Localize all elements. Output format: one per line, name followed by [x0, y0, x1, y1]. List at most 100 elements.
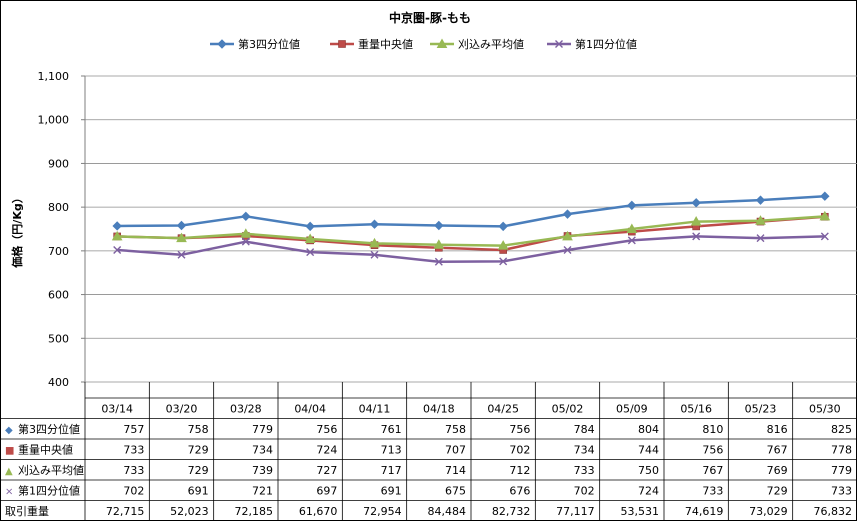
- data-point: [692, 232, 701, 241]
- data-label: 825: [831, 423, 852, 436]
- data-label: 724: [638, 484, 659, 497]
- data-label: 675: [445, 484, 466, 497]
- data-point: [176, 232, 187, 243]
- legend-marker: [436, 38, 448, 48]
- data-label: 733: [702, 484, 723, 497]
- x-tick-label: 04/25: [487, 402, 519, 415]
- data-point: [241, 211, 251, 222]
- data-label: 779: [831, 464, 852, 477]
- chart-title: 中京圏-豚-もも: [389, 10, 471, 25]
- volume-value: 84,484: [428, 505, 467, 518]
- data-label: 729: [188, 464, 209, 477]
- series-line: [117, 215, 825, 252]
- data-point: [562, 230, 573, 241]
- row-label: 取引重量: [5, 504, 49, 518]
- legend-label: 第3四分位値: [238, 37, 300, 51]
- y-tick-label: 500: [48, 332, 69, 345]
- data-point: [304, 233, 316, 244]
- data-label: 733: [123, 443, 144, 456]
- data-label: 734: [574, 443, 595, 456]
- volume-value: 72,185: [235, 505, 274, 518]
- data-label: 713: [381, 443, 402, 456]
- data-label: 734: [252, 443, 273, 456]
- data-point: [498, 221, 508, 232]
- series-line: [117, 235, 825, 264]
- data-label: 756: [316, 423, 337, 436]
- data-label: 757: [123, 423, 144, 436]
- x-tick-label: 05/23: [745, 402, 777, 415]
- row-label: 刈込み平均値: [18, 464, 84, 477]
- legend-item: 第3四分位値: [210, 37, 300, 51]
- x-tick-label: 03/14: [101, 402, 133, 415]
- y-tick-label: 1,000: [38, 114, 70, 127]
- data-label: 810: [702, 423, 723, 436]
- data-label: 733: [574, 464, 595, 477]
- data-label: 717: [381, 464, 402, 477]
- data-point: [176, 220, 187, 231]
- data-label: 767: [702, 464, 723, 477]
- data-point: [691, 198, 701, 208]
- data-label: 691: [381, 484, 402, 497]
- data-point: [820, 232, 829, 241]
- row-marker-glyph: ▲: [5, 466, 13, 477]
- legend-item: 重量中央値: [330, 37, 413, 51]
- data-point: [434, 257, 443, 266]
- y-tick-label: 700: [48, 245, 69, 258]
- data-label: 721: [252, 484, 273, 497]
- data-label: 756: [702, 443, 723, 456]
- data-label: 756: [509, 423, 530, 436]
- series-4: [113, 232, 829, 266]
- data-label: 758: [445, 423, 466, 436]
- y-axis: 400 500 600 700 800 900 1,000 1,100: [38, 70, 86, 389]
- x-tick-label: 04/04: [294, 402, 326, 415]
- volume-value: 72,954: [363, 505, 402, 518]
- data-label: 769: [767, 464, 788, 477]
- legend-marker: [555, 40, 563, 48]
- volume-value: 82,732: [492, 505, 531, 518]
- series-1: [112, 191, 830, 232]
- y-tick-label: 400: [48, 376, 69, 389]
- data-point: [627, 200, 637, 211]
- x-tick-label: 03/28: [230, 402, 262, 415]
- data-label: 712: [509, 464, 530, 477]
- data-point: [690, 216, 702, 226]
- data-label: 784: [574, 423, 595, 436]
- volume-value: 72,715: [106, 505, 145, 518]
- data-point: [369, 237, 380, 248]
- row-label: 重量中央値: [18, 442, 73, 456]
- data-point: [562, 209, 573, 219]
- data-point: [113, 245, 122, 254]
- y-tick-label: 800: [48, 201, 69, 214]
- data-point: [306, 248, 315, 257]
- data-label: 778: [831, 443, 852, 456]
- legend-label: 刈込み平均値: [458, 38, 524, 51]
- series-line: [117, 215, 825, 247]
- data-point: [112, 221, 122, 231]
- data-label: 691: [188, 484, 209, 497]
- data-label: 733: [831, 484, 852, 497]
- legend-item: 第1四分位値: [547, 37, 637, 51]
- x-tick-label: 05/02: [552, 402, 584, 415]
- row-marker-glyph: ■: [5, 445, 14, 456]
- data-label: 714: [445, 464, 466, 477]
- y-tick-label: 600: [48, 289, 69, 302]
- y-axis-label: 価格（円/Kg）: [10, 192, 24, 268]
- data-label: 804: [638, 423, 659, 436]
- data-point: [820, 191, 830, 201]
- data-point: [177, 250, 186, 259]
- row-marker-glyph: ×: [5, 486, 13, 497]
- data-label: 816: [767, 423, 788, 436]
- data-label: 733: [123, 464, 144, 477]
- x-tick-label: 03/20: [166, 402, 198, 415]
- data-label: 729: [188, 443, 209, 456]
- data-point: [819, 210, 831, 221]
- volume-value: 61,670: [299, 505, 338, 518]
- data-point: [240, 228, 252, 238]
- data-point: [434, 220, 444, 231]
- data-point: [499, 257, 508, 266]
- data-label: 729: [767, 484, 788, 497]
- row-label: 第1四分位値: [18, 483, 80, 497]
- data-point: [433, 239, 445, 249]
- volume-value: 52,023: [170, 505, 209, 518]
